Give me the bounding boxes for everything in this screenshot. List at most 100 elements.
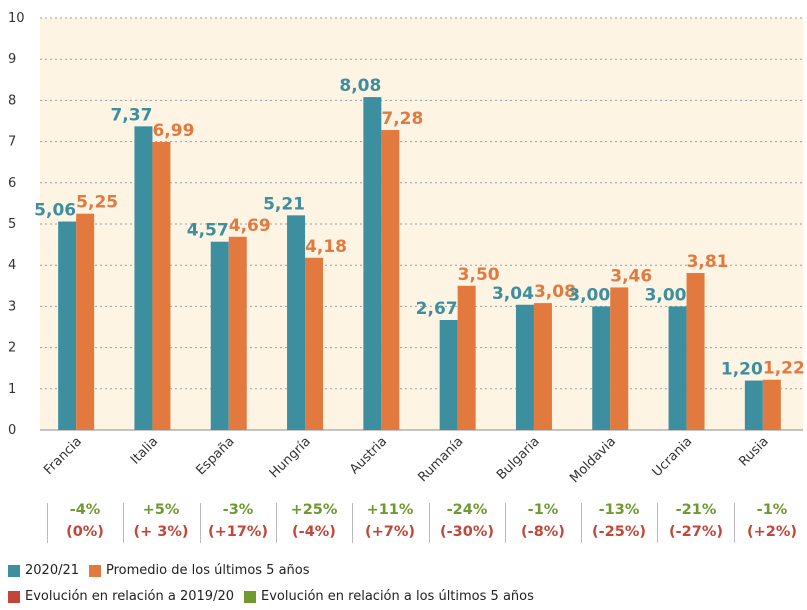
data-label-2020-21: 3,00 bbox=[568, 285, 610, 305]
evolution-5y-value: -1% bbox=[527, 502, 559, 518]
evolution-5y-value: -13% bbox=[598, 502, 640, 518]
bar-avg-5y bbox=[533, 303, 552, 430]
evolution-2019-value: (+2%) bbox=[746, 524, 798, 540]
category-label: Bulgaria bbox=[494, 434, 543, 483]
data-label-2020-21: 3,00 bbox=[645, 285, 687, 305]
bar-avg-5y bbox=[381, 130, 400, 430]
legend-item-2020-21: 2020/21 bbox=[8, 563, 79, 578]
category-label: Rumanía bbox=[415, 434, 466, 485]
legend-swatch-avg-5y bbox=[89, 564, 102, 577]
bar-2020-21 bbox=[363, 97, 382, 430]
evolution-cell: -13% (-25%) bbox=[583, 499, 655, 543]
y-tick-label: 2 bbox=[8, 341, 16, 356]
evolution-2019-value: (+ 3%) bbox=[133, 524, 189, 540]
y-tick-label: 6 bbox=[8, 176, 16, 191]
bar-2020-21 bbox=[58, 221, 77, 430]
y-tick-label: 1 bbox=[8, 382, 16, 397]
y-tick-label: 3 bbox=[8, 299, 16, 314]
legend-row-2: Evolución en relación a 2019/20 Evolució… bbox=[8, 589, 544, 604]
evolution-cell: -1% (-8%) bbox=[507, 499, 579, 543]
evolution-2019-value: (+17%) bbox=[207, 524, 269, 540]
evolution-5y-value: +11% bbox=[366, 502, 414, 518]
bar-2020-21 bbox=[668, 306, 687, 430]
evolution-cell: -1% (+2%) bbox=[736, 499, 807, 543]
evolution-5y-value: -4% bbox=[69, 502, 101, 518]
evolution-2019-value: (+7%) bbox=[364, 524, 416, 540]
data-label-avg-5y: 3,50 bbox=[458, 265, 500, 285]
bar-2020-21 bbox=[439, 319, 458, 430]
evolution-2019-value: (-27%) bbox=[669, 524, 723, 540]
legend-label-evo-2019: Evolución en relación a 2019/20 bbox=[25, 589, 234, 604]
category-label: Moldavia bbox=[567, 434, 619, 486]
evolution-2019-value: (-8%) bbox=[521, 524, 565, 540]
y-tick-label: 4 bbox=[8, 258, 16, 273]
data-label-avg-5y: 4,69 bbox=[229, 216, 271, 236]
data-label-2020-21: 5,06 bbox=[34, 201, 76, 221]
legend-swatch-2020-21 bbox=[8, 564, 20, 577]
evolution-cell: +11% (+7%) bbox=[354, 499, 426, 543]
legend-swatch-evo-2019 bbox=[8, 590, 20, 603]
category-label: Austria bbox=[347, 434, 390, 477]
data-label-avg-5y: 5,25 bbox=[76, 193, 118, 213]
bar-avg-5y bbox=[228, 236, 247, 430]
bar-avg-5y bbox=[686, 273, 705, 430]
category-label: Rusia bbox=[736, 434, 771, 469]
bar-2020-21 bbox=[210, 241, 229, 430]
category-label: España bbox=[193, 434, 237, 478]
y-tick-label: 9 bbox=[8, 52, 16, 67]
legend-label-evo-5y: Evolución en relación a los últimos 5 añ… bbox=[261, 589, 534, 604]
category-label: Francia bbox=[41, 434, 85, 478]
data-label-2020-21: 5,21 bbox=[263, 194, 305, 214]
legend-label-2020-21: 2020/21 bbox=[25, 563, 80, 578]
evolution-cell: +5% (+ 3%) bbox=[125, 499, 197, 543]
legend-item-avg-5y: Promedio de los últimos 5 años bbox=[89, 563, 310, 578]
legend-item-evo-2019: Evolución en relación a 2019/20 bbox=[8, 589, 234, 604]
category-label: Italia bbox=[128, 434, 161, 467]
evolution-5y-value: +25% bbox=[290, 502, 338, 518]
data-label-avg-5y: 3,81 bbox=[687, 252, 729, 272]
evolution-cell: -24% (-30%) bbox=[431, 499, 503, 543]
data-label-avg-5y: 3,08 bbox=[534, 282, 576, 302]
category-label: Ucrania bbox=[650, 434, 696, 480]
evolution-cell: -21% (-27%) bbox=[660, 499, 732, 543]
bar-2020-21 bbox=[592, 306, 611, 430]
evolution-separator bbox=[200, 503, 201, 543]
bar-avg-5y bbox=[610, 287, 629, 430]
data-label-2020-21: 4,57 bbox=[187, 221, 229, 241]
evolution-separator bbox=[47, 503, 48, 543]
evolution-5y-value: -1% bbox=[756, 502, 788, 518]
category-label: Hungría bbox=[267, 434, 314, 481]
y-tick-label: 0 bbox=[8, 423, 16, 438]
bar-avg-5y bbox=[762, 379, 781, 430]
data-label-2020-21: 8,08 bbox=[339, 76, 381, 96]
evolution-2019-value: (-4%) bbox=[292, 524, 336, 540]
evolution-5y-value: +5% bbox=[142, 502, 180, 518]
y-tick-label: 8 bbox=[8, 93, 16, 108]
bar-2020-21 bbox=[287, 215, 306, 430]
evolution-5y-value: -3% bbox=[222, 502, 254, 518]
evolution-2019-value: (-30%) bbox=[440, 524, 494, 540]
evolution-separator bbox=[734, 503, 735, 543]
legend-label-avg-5y: Promedio de los últimos 5 años bbox=[106, 563, 310, 578]
data-label-2020-21: 3,04 bbox=[492, 284, 534, 304]
bar-2020-21 bbox=[134, 126, 153, 430]
evolution-separator bbox=[657, 503, 658, 543]
bar-2020-21 bbox=[515, 304, 534, 430]
data-label-avg-5y: 6,99 bbox=[152, 121, 194, 141]
evolution-separator bbox=[352, 503, 353, 543]
evolution-5y-value: -24% bbox=[446, 502, 488, 518]
evolution-cell: -4% (0%) bbox=[49, 499, 121, 543]
bar-2020-21 bbox=[744, 380, 763, 430]
evolution-2019-value: (0%) bbox=[66, 524, 104, 540]
evolution-5y-value: -21% bbox=[675, 502, 717, 518]
evolution-separator bbox=[276, 503, 277, 543]
data-label-2020-21: 2,67 bbox=[416, 299, 458, 319]
bar-avg-5y bbox=[305, 257, 324, 430]
legend-item-evo-5y: Evolución en relación a los últimos 5 añ… bbox=[244, 589, 534, 604]
evolution-separator bbox=[581, 503, 582, 543]
data-label-avg-5y: 3,46 bbox=[610, 266, 652, 286]
evolution-separator bbox=[505, 503, 506, 543]
data-label-avg-5y: 1,22 bbox=[763, 359, 805, 379]
legend-swatch-evo-5y bbox=[244, 590, 256, 603]
